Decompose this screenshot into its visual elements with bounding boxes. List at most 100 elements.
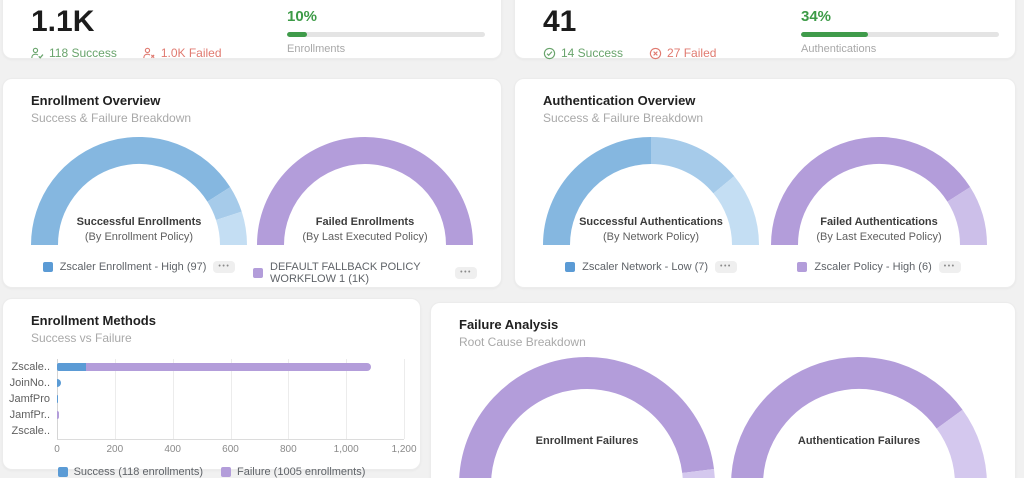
- gauge-segment: [207, 187, 242, 221]
- bar-chart: Zscale.. JoinNo.. JamfPro JamfPr.. Zscale..: [3, 359, 420, 440]
- gauge-arc: [459, 357, 715, 478]
- authentications-progress-track: [801, 32, 999, 37]
- x-tick-label: 400: [164, 444, 181, 455]
- gauge-subtitle: (By Last Executed Policy): [302, 231, 428, 243]
- card-title: Failure Analysis: [459, 317, 559, 332]
- authentications-progress-label: Authentications: [801, 43, 877, 55]
- bar-plot: [57, 359, 405, 440]
- gauge-subtitle: (By Enrollment Policy): [84, 231, 194, 243]
- gauge-title: Authentication Failures: [797, 435, 921, 447]
- gauge-segment: [682, 468, 715, 478]
- gauge-segment: [257, 137, 473, 245]
- legend-item[interactable]: Zscaler Network - Low (7) •••: [565, 261, 737, 273]
- gauge-arc: [257, 137, 473, 245]
- gauge-arc: [543, 137, 759, 245]
- authentications-stat-card: 41 14 Success 27 Failed: [514, 0, 1016, 61]
- card-subtitle: Success vs Failure: [31, 331, 132, 345]
- legend-label: Zscaler Policy - High (6): [814, 261, 932, 273]
- gridline: [346, 359, 348, 439]
- enrollments-progress-fill: [287, 32, 307, 37]
- enrollments-percent: 10%: [287, 8, 318, 25]
- circle-check-icon: [543, 47, 556, 59]
- gauge-segment: [713, 176, 759, 245]
- legend-swatch: [797, 262, 808, 272]
- authentications-stat-left: 41 14 Success 27 Failed: [543, 7, 801, 61]
- bar-segment: [57, 395, 59, 403]
- person-check-icon: [31, 47, 44, 59]
- card-title: Enrollment Methods: [31, 313, 156, 328]
- bar-segment: [57, 363, 86, 371]
- legend-swatch: [42, 262, 53, 272]
- bar-legend-item[interactable]: Failure (1005 enrollments): [221, 466, 365, 478]
- bar-segment: [57, 411, 59, 419]
- gauge-title: Successful Enrollments: [76, 216, 202, 228]
- x-tick-label: 800: [279, 444, 297, 455]
- gridline: [230, 359, 232, 439]
- gauge-failed-authentications: Failed Authentications (By Last Executed…: [767, 135, 991, 273]
- card-subtitle: Success & Failure Breakdown: [543, 111, 704, 125]
- legend-item[interactable]: DEFAULT FALLBACK POLICY WORKFLOW 1 (1K) …: [253, 261, 477, 285]
- gauge-segment: [459, 357, 714, 478]
- legend-more-button[interactable]: •••: [715, 261, 737, 273]
- bar-row: [57, 375, 404, 391]
- legend-more-button[interactable]: •••: [938, 261, 961, 273]
- card-subtitle: Root Cause Breakdown: [459, 335, 586, 349]
- bar-row: [57, 391, 404, 407]
- gauge-segment: [215, 211, 247, 245]
- legend-more-button[interactable]: •••: [455, 267, 477, 279]
- legend-item[interactable]: Zscaler Enrollment - High (97) •••: [42, 261, 236, 273]
- legend-swatch: [565, 262, 576, 272]
- gauge-segment: [543, 137, 652, 245]
- authentications-progress-block: 34% Authentications: [801, 7, 999, 58]
- gridline: [288, 359, 290, 439]
- gauge-arc: [771, 137, 987, 245]
- authentications-success-badge: 14 Success: [543, 46, 623, 60]
- authentications-progress-fill: [801, 32, 869, 37]
- legend-swatch: [253, 268, 263, 278]
- authentication-overview-card: Authentication Overview Success & Failur…: [514, 78, 1016, 288]
- legend-swatch: [221, 467, 231, 477]
- enrollments-progress-block: 10% Enrollments: [287, 7, 485, 58]
- enrollments-success-label: 118 Success: [49, 46, 117, 60]
- legend-item[interactable]: Zscaler Policy - High (6) •••: [797, 261, 961, 273]
- x-tick-label: 200: [106, 444, 124, 455]
- legend-label: Failure (1005 enrollments): [237, 466, 366, 478]
- enrollment-methods-card: Enrollment Methods Success vs Failure Zs…: [2, 298, 421, 478]
- person-x-icon: [143, 47, 155, 58]
- enrollments-progress-track: [287, 32, 485, 37]
- gauge-authentication-failures: Authentication Failures: [729, 355, 989, 478]
- gauge-segment: [771, 137, 971, 245]
- gauge-enrollment-failures: Enrollment Failures: [457, 355, 717, 478]
- y-category-label: Zscale..: [11, 425, 50, 437]
- authentications-failed-label: 27 Failed: [667, 46, 717, 60]
- gauge-title: Failed Authentications: [820, 216, 938, 228]
- enrollments-failed-badge: 1.0K Failed: [143, 46, 222, 60]
- authentications-percent: 34%: [801, 8, 832, 25]
- bar-legend: Success (118 enrollments) Failure (1005 e…: [3, 466, 420, 478]
- gridline: [172, 359, 174, 439]
- legend-label: Zscaler Enrollment - High (97): [59, 261, 207, 273]
- y-category-label: JamfPr..: [9, 409, 50, 421]
- gridline: [114, 359, 116, 439]
- bar-xaxis: 0 200 400 600 800 1,000 1,200: [54, 444, 416, 458]
- gauge-title: Enrollment Failures: [535, 435, 639, 447]
- card-title: Authentication Overview: [543, 93, 696, 108]
- enrollments-stat-left: 1.1K 118 Success 1.0K Fa: [31, 5, 287, 61]
- legend-label: Zscaler Network - Low (7): [582, 261, 709, 273]
- x-tick-label: 0: [54, 444, 60, 455]
- enrollments-success-badge: 118 Success: [31, 46, 117, 60]
- gauge-segment: [947, 187, 987, 245]
- gauge-title: Successful Authentications: [579, 216, 723, 228]
- authentications-success-label: 14 Success: [561, 46, 624, 60]
- y-category-label: Zscale..: [11, 361, 50, 373]
- gridline: [404, 359, 405, 439]
- enrollments-total: 1.1K: [31, 5, 95, 38]
- circle-x-icon: [649, 47, 662, 59]
- legend-more-button[interactable]: •••: [213, 261, 236, 273]
- gauge-subtitle: (By Last Executed Policy): [816, 231, 942, 243]
- bar-row: [57, 359, 404, 375]
- bar-legend-item[interactable]: Success (118 enrollments): [57, 466, 203, 478]
- gauge-arc: [31, 137, 247, 245]
- y-category-label: JamfPro: [9, 393, 50, 405]
